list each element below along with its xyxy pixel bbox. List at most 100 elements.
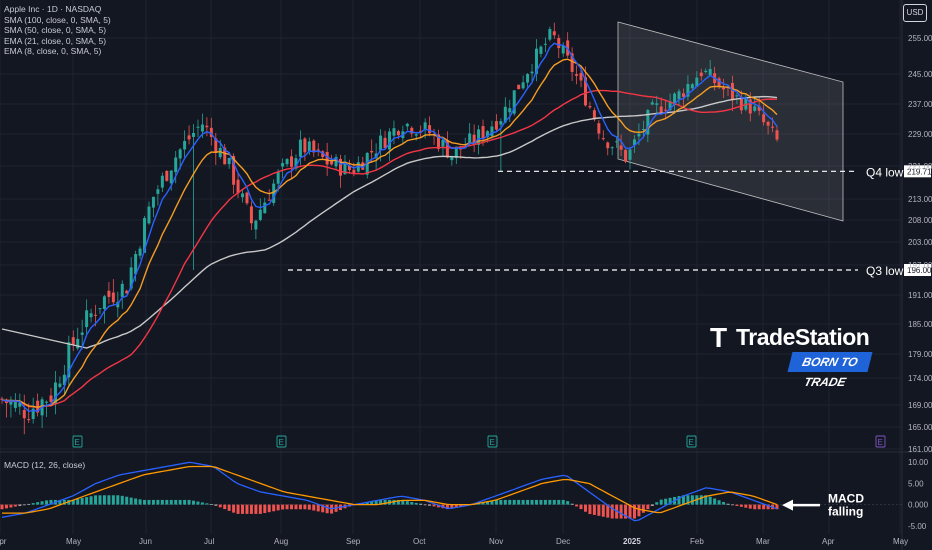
candle-body <box>499 121 503 125</box>
indicator-legend: Apple Inc · 1D · NASDAQ SMA (100, close,… <box>4 4 111 57</box>
macd-bar <box>227 504 231 511</box>
macd-bar <box>325 504 329 514</box>
candle-body <box>552 31 556 36</box>
candle-body <box>254 220 258 230</box>
macd-bar <box>312 504 316 511</box>
macd-y-tick-label: 10.00 <box>908 458 929 467</box>
candle-body <box>575 74 579 76</box>
macd-bar <box>223 504 227 510</box>
macd-bar <box>419 503 423 505</box>
x-tick-label: Dec <box>556 537 570 546</box>
macd-bar <box>405 501 409 505</box>
macd-bar <box>107 495 111 505</box>
macd-bar <box>218 504 222 508</box>
candle-body <box>307 141 311 152</box>
y-tick-label: 174.00 <box>908 374 932 383</box>
macd-bar <box>744 504 748 508</box>
macd-bar <box>628 504 632 519</box>
candle-body <box>53 382 57 404</box>
x-tick-label: Apr <box>822 537 835 546</box>
macd-bar <box>294 504 298 510</box>
macd-y-tick-label: 5.00 <box>908 479 924 488</box>
macd-bar <box>503 499 507 505</box>
candle-body <box>138 248 142 256</box>
macd-bar <box>138 499 142 505</box>
candle-body <box>111 292 115 303</box>
macd-bar <box>454 504 458 508</box>
candle-body <box>579 73 583 81</box>
macd-bar <box>677 496 681 505</box>
macd-bar <box>410 502 414 505</box>
macd-bar <box>49 499 53 505</box>
y-tick-label: 191.00 <box>908 291 932 300</box>
macd-bar <box>655 502 659 505</box>
macd-bar <box>766 504 770 510</box>
macd-bar <box>637 504 641 517</box>
candle-body <box>285 159 289 165</box>
candle-body <box>45 401 49 403</box>
macd-bar <box>481 502 485 505</box>
candle-body <box>343 161 347 175</box>
candle-body <box>116 302 120 308</box>
candle-body <box>436 134 440 149</box>
macd-bar <box>40 501 44 505</box>
candle-body <box>543 43 547 45</box>
macd-bar <box>579 504 583 510</box>
macd-bar <box>610 504 614 519</box>
macd-bar <box>717 500 721 505</box>
earnings-marker <box>72 435 83 448</box>
candle-body <box>125 290 129 294</box>
candle-body <box>263 202 267 214</box>
macd-bar <box>575 504 579 507</box>
macd-bar <box>13 504 17 507</box>
x-tick-label: Apr <box>0 537 7 546</box>
candle-body <box>383 137 387 148</box>
candle-body <box>668 101 672 111</box>
macd-bar <box>205 503 209 505</box>
candle-body <box>534 48 538 74</box>
macd-bar <box>668 497 672 505</box>
candle-body <box>494 121 498 130</box>
candle-body <box>183 141 187 150</box>
macd-bar <box>263 504 267 514</box>
candle-body <box>512 90 516 114</box>
macd-bar <box>245 504 249 514</box>
candle-body <box>762 114 766 123</box>
macd-bar <box>494 499 498 505</box>
macd-bar <box>151 499 155 505</box>
tradestation-wordmark: TradeStation <box>736 324 870 350</box>
macd-bar <box>619 504 623 519</box>
candle-body <box>508 108 512 113</box>
candle-body <box>227 157 231 165</box>
candle-body <box>744 97 748 110</box>
macd-bar <box>521 499 525 505</box>
candle-body <box>67 342 71 378</box>
candle-body <box>597 123 601 134</box>
y-tick-label: 197.00 <box>908 261 932 270</box>
macd-bar <box>561 499 565 505</box>
macd-bar <box>557 499 561 505</box>
candle-body <box>441 139 445 147</box>
candle-body <box>214 138 218 154</box>
macd-bar <box>432 504 436 507</box>
x-tick-label: Aug <box>274 537 288 546</box>
x-tick-label: Sep <box>346 537 361 546</box>
candle-body <box>236 179 240 194</box>
legend-ema8: EMA (8, close, 0, SMA, 5) <box>4 46 102 57</box>
macd-bar <box>508 499 512 505</box>
macd-bar <box>757 504 761 510</box>
macd-bar <box>290 504 294 510</box>
macd-bar <box>726 503 730 505</box>
macd-bar <box>85 497 89 505</box>
candle-body <box>151 196 155 208</box>
macd-bar <box>396 499 400 505</box>
currency-button[interactable]: USD <box>903 4 927 22</box>
macd-bar <box>530 499 534 505</box>
macd-bar <box>147 499 151 505</box>
x-tick-label: 2025 <box>623 537 641 546</box>
candle-body <box>71 337 75 345</box>
macd-bar <box>281 504 285 510</box>
macd-bar <box>76 498 80 505</box>
candle-body <box>650 102 654 105</box>
